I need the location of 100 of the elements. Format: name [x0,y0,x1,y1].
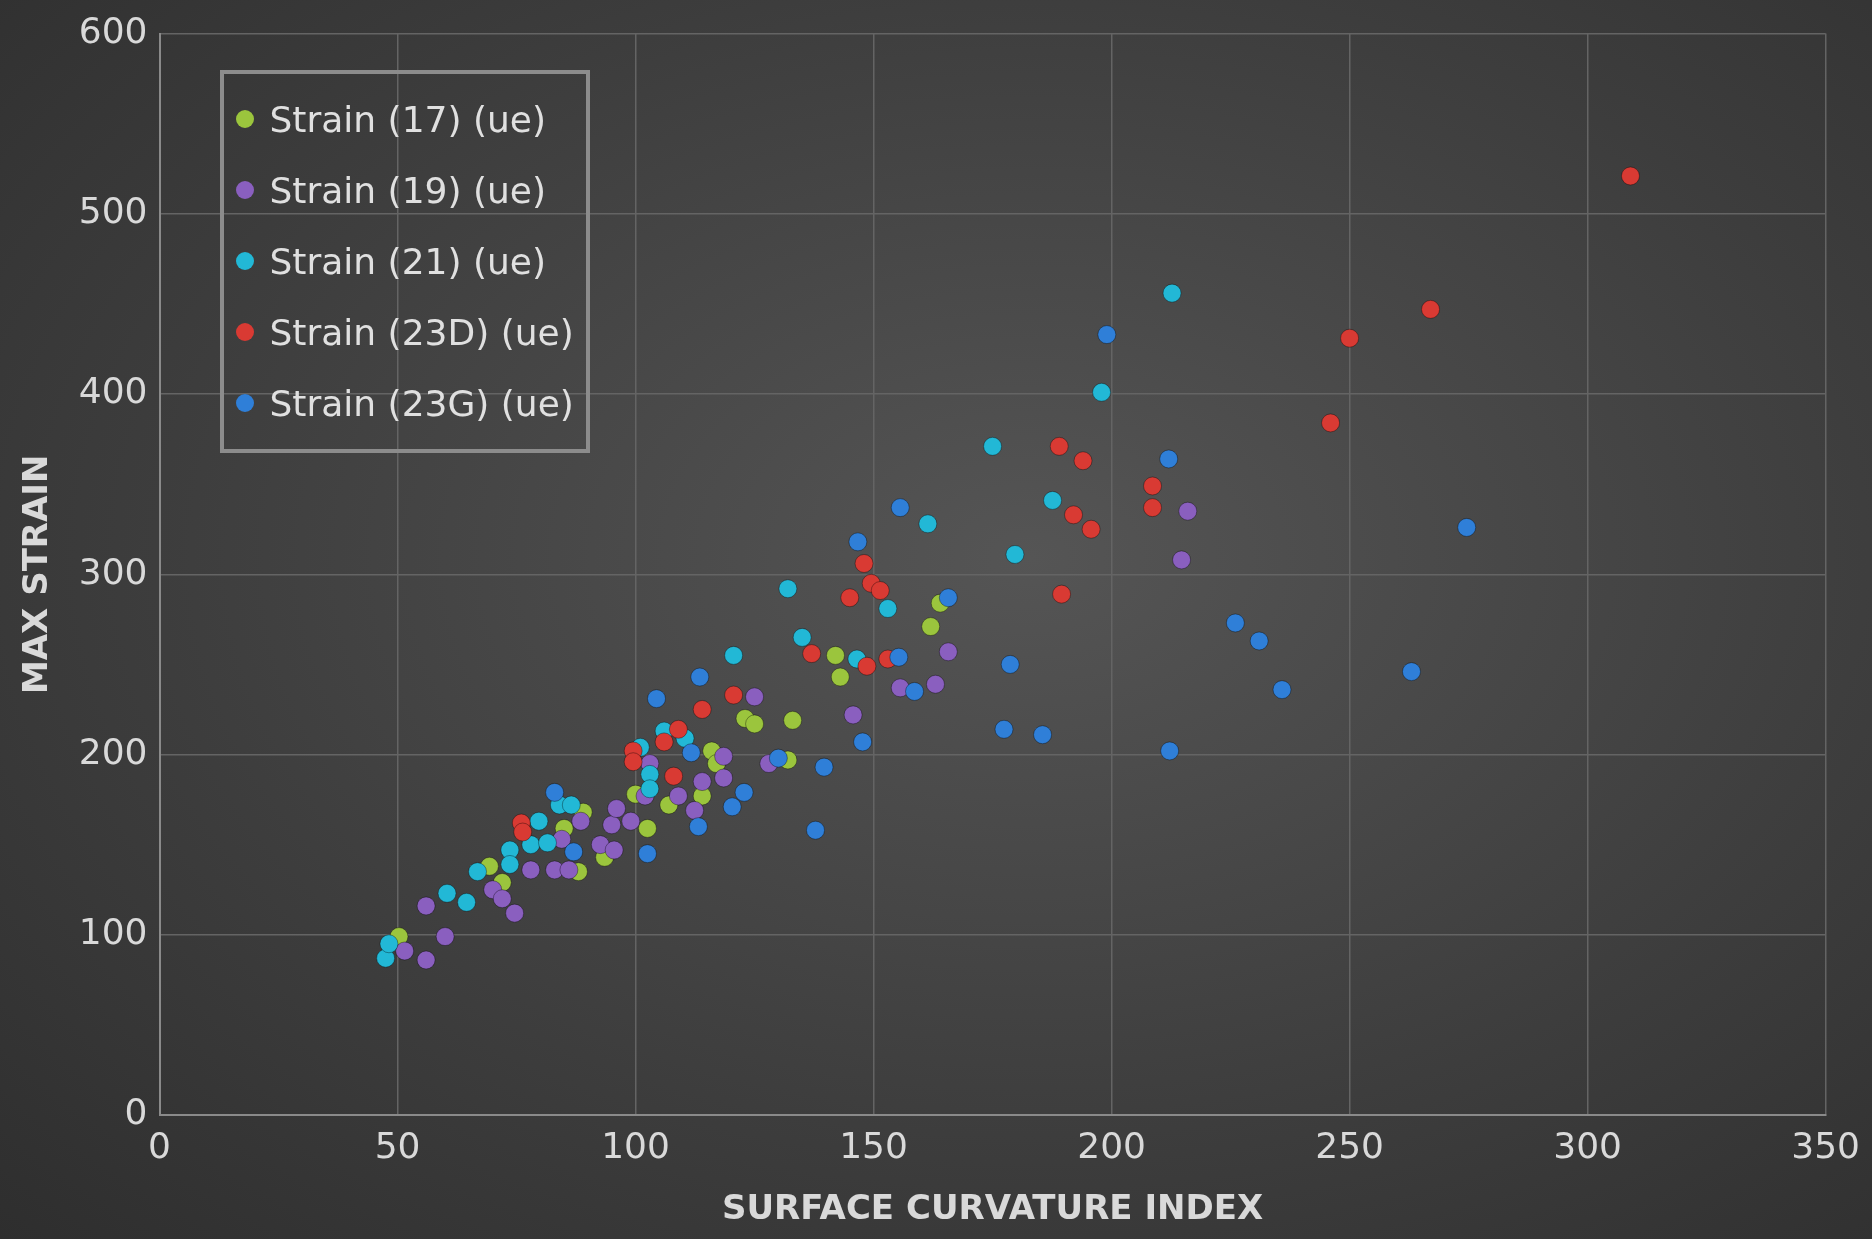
legend-label: Strain (23D) (ue) [269,311,574,353]
point [1000,654,1020,674]
point [1049,436,1069,456]
point [814,757,834,777]
y-tick-label: 500 [78,190,148,232]
point [692,699,712,719]
x-tick-label: 200 [1077,1124,1146,1166]
point [395,941,415,961]
point [685,800,705,820]
point [1073,451,1093,471]
point [889,647,909,667]
point [513,822,533,842]
y-tick-label: 200 [78,730,148,772]
point [1421,299,1441,319]
point [435,927,455,947]
x-tick-label: 350 [1791,1124,1860,1166]
point [1457,517,1477,537]
point [714,746,734,766]
point [925,674,945,694]
point [1321,413,1341,433]
point [722,797,742,817]
point [668,719,688,739]
point [1160,741,1180,761]
legend-label: Strain (19) (ue) [269,169,546,211]
point [854,553,874,573]
x-tick-label: 100 [601,1124,670,1166]
point [830,667,850,687]
point [1143,476,1163,496]
point [416,896,436,916]
point [918,514,938,534]
point [778,579,798,599]
point [843,705,863,725]
point [870,581,890,601]
point [905,681,925,701]
point [745,687,765,707]
point [734,782,754,802]
point [724,645,744,665]
point [1052,584,1072,604]
point [492,889,512,909]
x-tick-label: 150 [839,1124,908,1166]
point [1064,505,1084,525]
point [437,883,457,903]
y-axis-title: MAX STRAIN [15,454,56,695]
point [379,934,399,954]
point [664,766,684,786]
point [571,811,591,831]
point [768,748,788,768]
point [621,811,641,831]
point [1033,725,1053,745]
x-tick-label: 250 [1315,1124,1384,1166]
point [983,436,1003,456]
point [802,644,822,664]
legend-label: Strain (21) (ue) [269,240,546,282]
point [602,815,622,835]
point [505,903,525,923]
point [668,786,688,806]
point [647,689,666,709]
y-tick-label: 100 [78,911,148,953]
point [1340,328,1360,348]
point [938,588,958,608]
point [783,710,803,730]
point [559,860,579,880]
point [1178,501,1198,521]
point [1092,382,1112,402]
point [1005,544,1025,564]
point [564,842,584,862]
point [805,820,825,840]
point [607,799,627,819]
point [545,782,565,802]
point [1620,166,1640,186]
point [1172,550,1192,570]
point [637,818,657,838]
point [604,840,624,860]
point [878,599,898,619]
point [654,732,674,752]
y-tick-label: 600 [78,9,148,51]
point [792,627,812,647]
point [1249,631,1269,651]
point [1143,498,1163,518]
point [921,617,941,637]
point [688,817,708,837]
point [840,588,860,608]
point [825,645,845,665]
point [457,892,477,912]
legend-label: Strain (17) (ue) [269,98,546,140]
legend-label: Strain (23G) (ue) [269,382,574,424]
y-tick-label: 300 [78,550,148,592]
point [521,860,541,880]
point [1043,490,1063,510]
point [1162,283,1182,303]
point [745,714,765,734]
point [1097,325,1117,345]
point [1272,680,1292,700]
x-tick-label: 300 [1553,1124,1622,1166]
point [561,795,581,815]
point [1159,449,1179,469]
point [468,862,488,882]
point [640,779,660,799]
point [857,656,877,676]
point [853,732,873,752]
